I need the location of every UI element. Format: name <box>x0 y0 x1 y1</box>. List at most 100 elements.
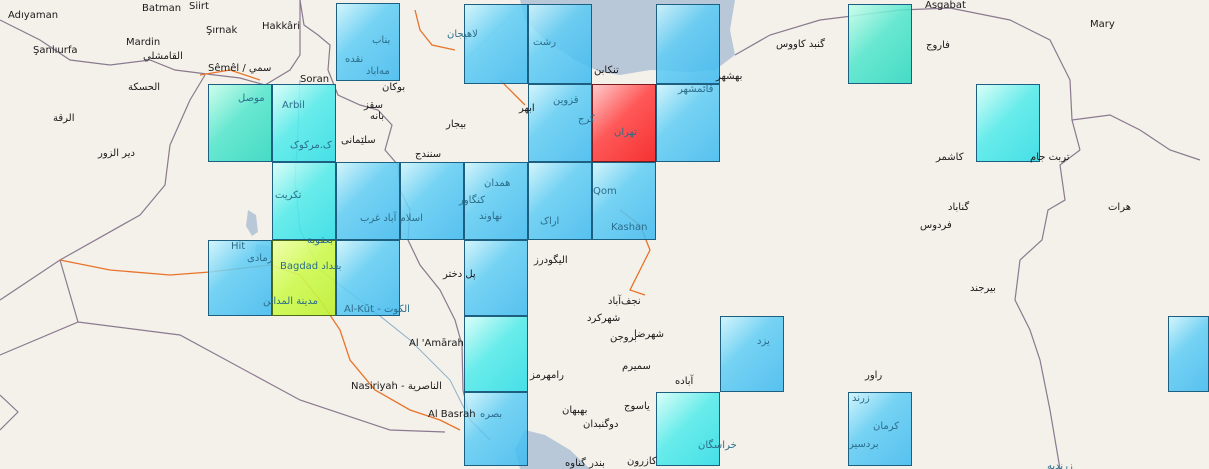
place-label: فردوس <box>920 220 952 231</box>
tile-label: اسلام آباد غرب <box>360 213 423 224</box>
tile-label: Bagdad بغداد <box>280 261 342 272</box>
place-label: بروجن <box>610 332 637 343</box>
map-tile[interactable] <box>464 4 528 84</box>
place-label: الیگودرز <box>534 255 568 266</box>
place-label: Mary <box>1090 19 1115 30</box>
tile-label: نقده <box>345 54 364 65</box>
place-label: آباده <box>675 376 694 387</box>
tile-label: زرند <box>852 393 870 404</box>
map-tile[interactable] <box>400 162 464 240</box>
place-label: یاسوج <box>624 401 650 412</box>
place-label: بانه <box>370 111 384 122</box>
place-label: Şırnak <box>206 25 238 36</box>
tile-label: نهاوند <box>479 211 503 222</box>
map-tile[interactable] <box>1168 316 1209 392</box>
place-label: راور <box>865 370 883 381</box>
place-label: بندر گناوه <box>565 458 605 469</box>
tile-label: بردسیر <box>849 439 879 450</box>
place-label: Nasiriyah - الناصرية <box>351 381 442 392</box>
tile-label: Hit <box>231 241 246 252</box>
tile-label: یزد <box>757 336 770 347</box>
place-label: القامشلي <box>143 51 183 62</box>
map-tile[interactable] <box>656 84 720 162</box>
place-label: Hakkâri <box>262 21 301 32</box>
tile-label: لاهیجان <box>447 29 478 40</box>
map-tile[interactable] <box>528 4 592 84</box>
map-tile[interactable] <box>464 316 528 392</box>
place-label: Sêmêl / سمي <box>208 63 272 74</box>
map-tile-selected[interactable] <box>592 84 656 162</box>
tile-label: کرج <box>578 114 595 125</box>
map-tile[interactable] <box>528 162 592 240</box>
map-tile[interactable] <box>656 4 720 84</box>
place-label: Soran <box>300 74 330 85</box>
tile-label: بصره <box>480 409 503 420</box>
map-tile[interactable] <box>272 162 336 240</box>
tile-label: خراسگان <box>698 440 737 451</box>
tile-label: Arbil <box>282 100 305 111</box>
place-label: سلێمانی <box>341 135 376 146</box>
tile-label: کنگاور <box>459 195 486 206</box>
border-syria-iraq <box>0 74 206 301</box>
place-label: بهبهان <box>562 405 588 416</box>
border-turkey-syria <box>0 19 266 86</box>
place-label: بیجار <box>446 119 467 130</box>
map-tile[interactable] <box>976 84 1040 162</box>
road-highway <box>414 9 456 51</box>
place-label: Adıyaman <box>8 10 59 21</box>
map-tile[interactable] <box>592 162 656 240</box>
tile-label: بعقوبة <box>307 235 333 246</box>
place-label: بیرجند <box>970 283 996 294</box>
tile-label: تهران <box>614 127 638 138</box>
border-afghanistan-turkmenistan <box>1071 114 1201 161</box>
border-turkey-iran <box>264 0 301 86</box>
persian-gulf <box>515 430 590 469</box>
place-label: کازرون <box>627 456 657 467</box>
place-label: بهشهر <box>716 71 743 82</box>
place-label: Al Basrah <box>428 409 476 420</box>
tile-label: موصل <box>238 93 265 104</box>
map-tile[interactable] <box>272 240 336 316</box>
tile-label: Qom <box>593 186 617 197</box>
place-label: فاروج <box>926 40 950 51</box>
place-label: Batman <box>142 3 182 14</box>
place-label: دير الزور <box>98 148 135 159</box>
place-label: کاشمر <box>936 152 964 163</box>
tile-label: رمادی <box>247 253 273 264</box>
place-label: نجف‌آباد <box>608 296 641 307</box>
map-tile[interactable] <box>464 240 528 316</box>
place-label: سقز <box>364 100 383 111</box>
map-tile[interactable] <box>336 162 400 240</box>
map-tile[interactable] <box>656 392 720 466</box>
place-label: پل دختر <box>443 269 476 280</box>
map-tile[interactable] <box>848 4 912 84</box>
tile-label: قزوین <box>553 95 579 106</box>
tile-label: Al-Kūt - الكوت <box>344 304 410 315</box>
place-label: الحسكة <box>128 82 161 93</box>
tile-label: قائمشهر <box>678 84 714 95</box>
map-tile[interactable] <box>208 84 272 162</box>
map-tile[interactable] <box>464 392 528 466</box>
place-label: Al 'Amārah <box>409 338 464 349</box>
border-iran-turkmenistan <box>734 7 1081 151</box>
map-tile[interactable] <box>720 316 784 392</box>
place-label: تنکابن <box>594 65 619 76</box>
tile-label: اراک <box>540 216 560 227</box>
tile-label: Kashan <box>611 222 648 233</box>
tile-label: مدينة المدائن <box>263 296 318 307</box>
map-tile[interactable] <box>272 84 336 162</box>
tile-label: کرمان <box>873 421 900 432</box>
map-tile[interactable] <box>208 240 272 316</box>
map-tile[interactable] <box>336 3 400 81</box>
map-tile[interactable] <box>464 162 528 240</box>
place-label: Şanlıurfa <box>33 45 78 56</box>
map-tile[interactable] <box>336 240 400 316</box>
map-tile[interactable] <box>848 392 912 466</box>
place-label: شهرکرد <box>587 313 621 324</box>
border-iran-afghanistan <box>1014 149 1081 469</box>
tile-label: رشت <box>533 37 557 48</box>
place-label: تربت جام <box>1030 152 1070 163</box>
map-tile[interactable] <box>528 84 592 162</box>
road-highway <box>199 69 261 81</box>
